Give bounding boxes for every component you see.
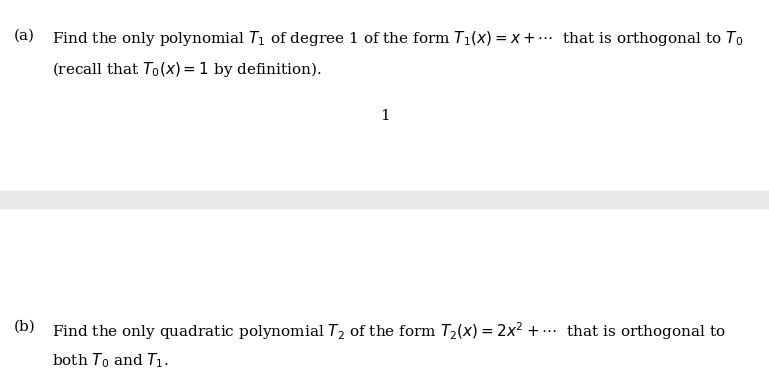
Text: Find the only polynomial $T_1$ of degree 1 of the form $T_1(x) = x + \cdots$  th: Find the only polynomial $T_1$ of degree… — [52, 29, 744, 48]
Text: (b): (b) — [14, 320, 35, 334]
Text: (a): (a) — [14, 29, 35, 43]
Text: both $T_0$ and $T_1$.: both $T_0$ and $T_1$. — [52, 351, 169, 370]
Text: Find the only quadratic polynomial $T_2$ of the form $T_2(x) = 2x^2 + \cdots$  t: Find the only quadratic polynomial $T_2$… — [52, 320, 726, 342]
Text: 1: 1 — [380, 109, 389, 123]
Text: (recall that $T_0(x) = 1$ by definition).: (recall that $T_0(x) = 1$ by definition)… — [52, 60, 322, 79]
